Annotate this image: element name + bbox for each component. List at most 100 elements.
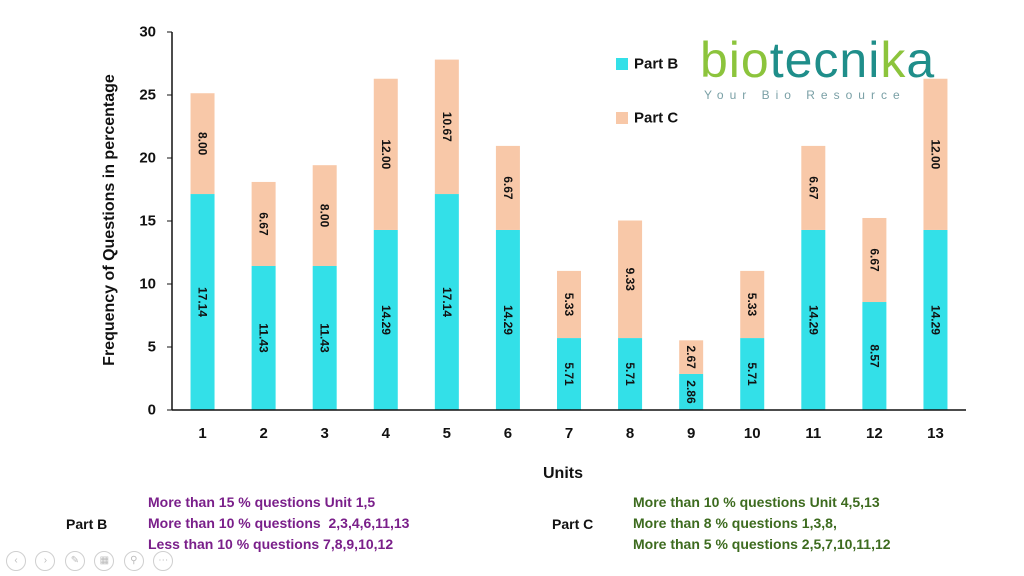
data-label-part-c-unit-9: 2.67 [684, 345, 698, 369]
slide-toolbar: ‹ › ✎ ▦ ⚲ ⋯ [6, 550, 178, 572]
data-label-part-b-unit-9: 2.86 [684, 380, 698, 404]
next-icon[interactable]: › [35, 551, 56, 571]
bar-part-c-unit-2 [251, 181, 276, 266]
data-label-part-b-unit-11: 14.29 [806, 305, 820, 335]
bar-part-b-unit-4 [373, 229, 398, 410]
bar-part-b-unit-12 [862, 302, 887, 410]
part-b-note-line-2: More than 10 % questions 2,3,4,6,11,13 [148, 515, 410, 531]
data-label-part-b-unit-3: 11.43 [318, 323, 332, 353]
data-label-part-c-unit-6: 6.67 [501, 176, 515, 200]
more-icon[interactable]: ⋯ [153, 551, 174, 571]
bar-part-b-unit-10 [740, 338, 765, 410]
bar-part-b-unit-6 [495, 229, 520, 410]
data-label-part-b-unit-13: 14.29 [928, 305, 942, 335]
bar-part-b-unit-3 [312, 265, 337, 410]
data-label-part-b-unit-2: 11.43 [257, 323, 271, 353]
data-label-part-c-unit-7: 5.33 [562, 293, 576, 317]
data-label-part-c-unit-11: 6.67 [806, 176, 820, 200]
y-tick-label-5: 5 [148, 339, 156, 356]
logo-tagline: Your Bio Resource [704, 88, 906, 102]
data-label-part-c-unit-4: 12.00 [379, 139, 393, 169]
data-label-part-c-unit-13: 12.00 [928, 139, 942, 169]
y-tick-label-30: 30 [139, 24, 156, 41]
data-label-part-c-unit-1: 8.00 [196, 132, 210, 156]
bar-part-c-unit-1 [190, 93, 215, 195]
part-c-note-line-1: More than 10 % questions Unit 4,5,13 [633, 494, 880, 510]
x-tick-label-13: 13 [927, 425, 944, 442]
data-label-part-b-unit-12: 8.57 [867, 344, 881, 368]
data-label-part-c-unit-12: 6.67 [867, 248, 881, 272]
bar-part-b-unit-1 [190, 194, 215, 410]
y-tick-label-20: 20 [139, 150, 156, 167]
x-tick-label-10: 10 [744, 425, 761, 442]
bar-part-c-unit-11 [801, 145, 826, 230]
data-label-part-b-unit-5: 17.14 [440, 287, 454, 317]
biotecnika-logo: biotecnika Your Bio Resource [700, 30, 1010, 130]
data-label-part-c-unit-2: 6.67 [257, 212, 271, 236]
part-b-note-line-1: More than 15 % questions Unit 1,5 [148, 494, 376, 510]
logo-wordmark: biotecnika [700, 32, 936, 88]
y-tick-label-10: 10 [139, 276, 156, 293]
y-tick-label-25: 25 [139, 87, 156, 104]
bar-part-c-unit-6 [495, 145, 520, 230]
data-labels-layer: 17.14 8.00 11.43 6.67 11.43 8.00 14.29 12.00 17.… [196, 112, 943, 404]
bar-part-c-unit-4 [373, 78, 398, 230]
bar-part-c-unit-7 [557, 270, 581, 339]
bar-part-b-unit-8 [618, 338, 643, 410]
legend: Part B Part C [616, 56, 678, 127]
part-c-notes-label: Part C [552, 516, 594, 532]
data-label-part-b-unit-8: 5.71 [623, 362, 637, 386]
bar-part-b-unit-5 [434, 194, 459, 410]
bar-part-c-unit-9 [679, 340, 704, 374]
bar-part-c-unit-8 [618, 220, 643, 339]
part-b-notes: More than 15 % questions Unit 1,5 More th… [148, 492, 409, 555]
x-tick-label-11: 11 [805, 425, 821, 442]
data-label-part-b-unit-6: 14.29 [501, 305, 515, 335]
bar-part-b-unit-11 [801, 229, 826, 410]
bar-part-b-unit-7 [557, 338, 581, 410]
y-tick-label-0: 0 [148, 402, 156, 419]
bar-part-c-unit-13 [923, 78, 948, 230]
x-tick-label-12: 12 [866, 425, 883, 442]
pen-icon[interactable]: ✎ [64, 551, 85, 571]
data-label-part-c-unit-5: 10.67 [440, 112, 454, 142]
x-tick-label-1: 1 [198, 425, 206, 442]
legend-label-part-b: Part B [634, 56, 678, 73]
bar-part-b-unit-2 [251, 265, 276, 410]
bar-part-c-unit-5 [434, 59, 459, 195]
bar-part-c-unit-12 [862, 217, 887, 303]
legend-swatch-part-b [616, 58, 628, 70]
legend-swatch-part-c [616, 112, 628, 124]
x-tick-label-2: 2 [259, 425, 267, 442]
part-c-note-line-3: More than 5 % questions 2,5,7,10,11,12 [633, 536, 891, 552]
data-label-part-b-unit-1: 17.14 [196, 287, 210, 317]
data-label-part-c-unit-10: 5.33 [745, 293, 759, 317]
data-label-part-b-unit-10: 5.71 [745, 362, 759, 386]
x-tick-label-3: 3 [321, 425, 329, 442]
y-axis-title: Frequency of Questions in percentage [101, 74, 118, 366]
data-label-part-b-unit-7: 5.71 [562, 362, 576, 386]
y-tick-label-15: 15 [139, 213, 156, 230]
bar-part-c-unit-3 [312, 165, 337, 266]
x-axis-title: Units [543, 465, 583, 482]
prev-icon[interactable]: ‹ [6, 551, 26, 571]
x-tick-label-5: 5 [443, 425, 451, 442]
slides-icon[interactable]: ▦ [94, 551, 115, 571]
legend-label-part-c: Part C [634, 110, 678, 127]
bar-part-c-unit-10 [740, 270, 765, 339]
x-tick-label-7: 7 [565, 425, 573, 442]
part-c-notes: More than 10 % questions Unit 4,5,13 More… [633, 492, 891, 555]
x-tick-label-4: 4 [382, 425, 391, 442]
bar-part-b-unit-13 [923, 229, 948, 410]
x-tick-label-9: 9 [687, 425, 695, 442]
data-label-part-c-unit-8: 9.33 [623, 268, 637, 292]
part-c-note-line-2: More than 8 % questions 1,3,8, [633, 515, 837, 531]
part-b-notes-label: Part B [66, 516, 108, 532]
zoom-icon[interactable]: ⚲ [123, 551, 144, 571]
x-tick-label-8: 8 [626, 425, 634, 442]
data-label-part-b-unit-4: 14.29 [379, 305, 393, 335]
x-tick-label-6: 6 [504, 425, 512, 442]
bar-part-b-unit-9 [679, 373, 704, 410]
